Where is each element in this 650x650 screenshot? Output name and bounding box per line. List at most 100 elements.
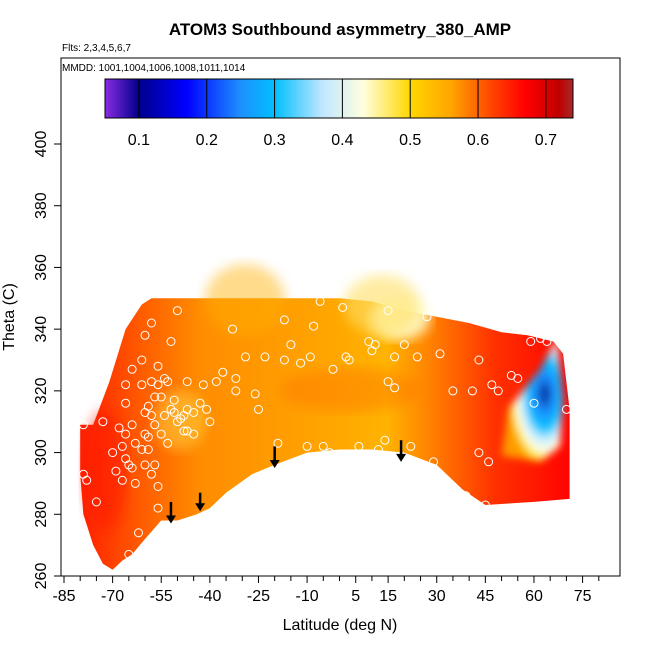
observation-point <box>137 355 147 365</box>
x-tick-label: 45 <box>476 588 494 605</box>
observation-point <box>231 374 241 383</box>
y-tick-label: 360 <box>33 254 50 281</box>
observation-point <box>480 500 490 510</box>
y-axis-label: Theta (C) <box>1 283 18 351</box>
observation-point <box>218 367 228 377</box>
y-axis: 260 280 300 320 340 360 380 400 <box>33 131 61 590</box>
observation-point <box>130 438 140 448</box>
observation-point <box>202 404 212 414</box>
observation-point <box>169 408 179 417</box>
x-tick-label: 5 <box>351 588 360 605</box>
x-tick-label: -10 <box>296 588 319 605</box>
observation-point <box>166 337 176 346</box>
x-axis-label: Latitude (deg N) <box>283 617 398 634</box>
field-shading <box>154 390 206 450</box>
observation-point <box>160 411 169 420</box>
data-region <box>80 298 570 570</box>
observation-point <box>156 392 166 402</box>
y-tick-label: 320 <box>33 377 50 404</box>
x-tick-label: 30 <box>428 588 446 605</box>
x-axis: -85 -70 -55 -40 -25 -10 5 15 30 45 60 75 <box>52 576 600 605</box>
y-tick-label: 300 <box>33 439 50 466</box>
observation-point <box>542 337 552 346</box>
colorbar: 0.1 0.2 0.3 0.4 0.5 0.6 0.7 <box>104 78 574 149</box>
observation-point <box>241 352 250 362</box>
observation-point <box>390 352 400 362</box>
observation-point <box>195 398 205 408</box>
y-tick-label: 340 <box>33 316 50 343</box>
observation-point <box>121 398 131 408</box>
observation-point <box>487 380 497 390</box>
observation-point <box>484 457 494 467</box>
observation-point <box>147 318 156 328</box>
mmdd-label: MMDD: 1001,1004,1006,1008,1011,1014 <box>62 63 246 74</box>
observation-point <box>292 457 302 467</box>
observation-point <box>127 364 137 374</box>
observation-point <box>328 364 338 374</box>
colorbar-tick-label: 0.4 <box>331 132 353 149</box>
observation-point <box>189 408 199 417</box>
x-tick-label: 60 <box>525 588 543 605</box>
y-tick-label: 280 <box>33 501 50 528</box>
flights-label: Flts: 2,3,4,5,6,7 <box>62 43 131 54</box>
colorbar-tick-label: 0.2 <box>196 132 218 149</box>
observation-point <box>117 441 127 451</box>
observation-point <box>143 401 153 411</box>
observation-point <box>435 349 445 359</box>
observation-point <box>150 392 160 402</box>
observation-point <box>121 429 131 439</box>
observation-point <box>412 352 422 362</box>
observation-point <box>529 398 539 408</box>
field-shading <box>83 410 127 530</box>
observation-point <box>153 503 163 513</box>
observation-point <box>373 445 383 454</box>
observation-point <box>370 340 380 350</box>
observation-point <box>279 315 289 325</box>
observation-point <box>150 460 160 470</box>
colorbar-tick-label: 0.5 <box>399 132 421 149</box>
field-shading <box>344 275 420 335</box>
y-tick-label: 260 <box>33 563 50 590</box>
observation-point <box>137 445 147 454</box>
down-arrow <box>396 440 407 462</box>
observation-point <box>338 303 348 312</box>
x-tick-label: -55 <box>150 588 173 605</box>
observation-point <box>82 475 92 485</box>
observation-point <box>341 352 351 362</box>
observation-point <box>260 352 270 362</box>
observation-point <box>250 389 260 399</box>
observation-point <box>124 549 134 559</box>
observation-point <box>117 475 127 485</box>
observation-point <box>169 395 179 405</box>
observation-point <box>147 411 156 420</box>
observation-point <box>91 497 101 507</box>
observation-point <box>493 386 503 396</box>
down-arrow <box>269 446 280 468</box>
observation-point <box>467 386 477 396</box>
x-tick-label: 75 <box>574 588 592 605</box>
down-arrow <box>195 492 206 512</box>
colorbar-tick-label: 0.3 <box>263 132 285 149</box>
observation-point <box>254 404 263 414</box>
observation-point <box>134 528 143 538</box>
observation-point <box>140 460 150 470</box>
observation-point <box>153 380 163 390</box>
colorbar-tick-label: 0.6 <box>467 132 489 149</box>
observation-point <box>176 414 186 424</box>
observation-point <box>305 352 315 362</box>
observation-point <box>172 417 182 427</box>
colorbar-tick-label: 0.7 <box>535 132 557 149</box>
observation-point <box>140 429 150 439</box>
plot-frame <box>60 57 621 577</box>
observation-point <box>150 420 160 430</box>
observation-point <box>111 466 121 476</box>
observation-point <box>98 417 108 427</box>
observation-point <box>474 355 484 365</box>
observation-point <box>166 404 176 414</box>
observation-point <box>153 361 163 371</box>
field-shading <box>280 368 420 412</box>
observation-point <box>114 423 124 433</box>
observation-point <box>286 340 296 350</box>
observation-point <box>422 312 432 322</box>
